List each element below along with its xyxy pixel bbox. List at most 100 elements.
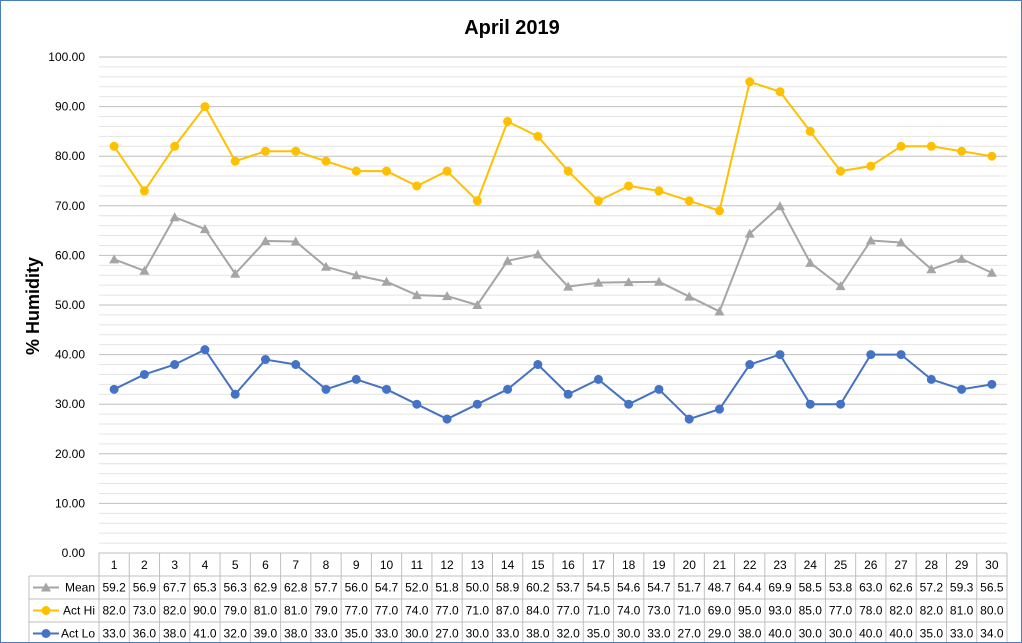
data-point: [351, 166, 361, 176]
data-table-cell: 33.0: [102, 627, 126, 641]
data-table-cell: 33.0: [647, 627, 671, 641]
data-point: [382, 166, 392, 176]
data-point: [321, 156, 331, 166]
x-tick-label: 9: [353, 558, 360, 572]
data-table-cell: 33.0: [496, 627, 520, 641]
x-tick-label: 28: [925, 558, 939, 572]
data-table-cell: 32.0: [556, 627, 580, 641]
data-table-cell: 93.0: [768, 604, 792, 618]
gridlines: [99, 56, 1007, 554]
data-point: [533, 360, 543, 370]
data-table-cell: 95.0: [738, 604, 762, 618]
data-table-cell: 56.9: [133, 581, 157, 595]
data-point: [805, 399, 815, 409]
data-point: [503, 384, 513, 394]
data-table-cell: 41.0: [193, 627, 217, 641]
chart-title: April 2019: [464, 17, 560, 39]
y-tick-label: 30.00: [55, 397, 85, 411]
data-point: [291, 146, 301, 156]
data-point: [563, 281, 574, 291]
x-tick-label: 25: [834, 558, 848, 572]
data-point: [502, 255, 513, 265]
data-table-cell: 30.0: [405, 627, 429, 641]
data-point: [987, 379, 997, 389]
y-axis-label: % Humidity: [23, 257, 43, 355]
data-table-cell: 57.7: [314, 581, 338, 595]
x-tick-label: 17: [592, 558, 606, 572]
data-point: [714, 306, 725, 316]
data-point: [260, 355, 270, 365]
data-table-cell: 35.0: [345, 627, 369, 641]
data-table-cell: 82.0: [889, 604, 913, 618]
data-point: [653, 276, 664, 286]
y-tick-label: 40.00: [55, 348, 85, 362]
x-tick-label: 21: [713, 558, 727, 572]
data-point: [926, 141, 936, 151]
x-tick-label: 30: [985, 558, 999, 572]
data-table-cell: 40.0: [859, 627, 883, 641]
data-point: [321, 261, 331, 271]
data-point: [956, 253, 967, 263]
data-point: [109, 254, 120, 264]
data-table-cell: 27.0: [678, 627, 702, 641]
data-table-cell: 62.9: [254, 581, 278, 595]
data-table-cell: 90.0: [193, 604, 217, 618]
y-tick-label: 0.00: [62, 546, 86, 560]
data-point: [654, 384, 664, 394]
data-table-cell: 82.0: [102, 604, 126, 618]
data-table-cell: 56.5: [980, 581, 1004, 595]
data-table-cell: 82.0: [920, 604, 944, 618]
data-table-cell: 54.7: [647, 581, 671, 595]
data-point: [624, 399, 634, 409]
data-point: [381, 276, 392, 286]
data-table-cell: 60.2: [526, 581, 550, 595]
data-point: [230, 389, 240, 399]
x-tick-label: 12: [440, 558, 454, 572]
data-point: [896, 141, 906, 151]
data-table-cell: 40.0: [768, 627, 792, 641]
data-table-cell: 74.0: [405, 604, 429, 618]
data-table-cell: 87.0: [496, 604, 520, 618]
data-point: [412, 181, 422, 191]
data-point: [805, 126, 815, 136]
data-table-cell: 54.6: [617, 581, 641, 595]
data-point: [835, 281, 846, 291]
legend-label: Mean: [65, 581, 95, 595]
data-table-cell: 54.7: [375, 581, 399, 595]
data-table-cell: 50.0: [466, 581, 490, 595]
x-tick-label: 7: [292, 558, 299, 572]
x-tick-label: 8: [323, 558, 330, 572]
data-table-cell: 30.0: [466, 627, 490, 641]
data-table-cell: 64.4: [738, 581, 762, 595]
data-table-cell: 56.0: [345, 581, 369, 595]
data-point: [775, 350, 785, 360]
data-table-cell: 33.0: [950, 627, 974, 641]
data-table-cell: 59.3: [950, 581, 974, 595]
data-point: [805, 257, 816, 267]
data-point: [472, 300, 483, 309]
data-point: [351, 270, 362, 280]
data-table-cell: 69.0: [708, 604, 732, 618]
data-point: [170, 141, 180, 151]
legend-label: Act Hi: [63, 604, 95, 618]
data-table-cell: 77.0: [345, 604, 369, 618]
x-tick-label: 10: [380, 558, 394, 572]
data-point: [412, 399, 422, 409]
data-table-cell: 57.2: [920, 581, 944, 595]
data-table-cell: 74.0: [617, 604, 641, 618]
x-tick-label: 22: [743, 558, 757, 572]
data-table-cell: 71.0: [466, 604, 490, 618]
data-point: [230, 156, 240, 166]
data-point: [200, 102, 210, 112]
data-table-cell: 65.3: [193, 581, 217, 595]
data-point: [169, 212, 180, 222]
x-tick-label: 6: [262, 558, 269, 572]
data-table-cell: 59.2: [102, 581, 126, 595]
data-table-cell: 36.0: [133, 627, 157, 641]
x-tick-label: 19: [652, 558, 666, 572]
data-table-cell: 53.8: [829, 581, 853, 595]
legend-marker: [41, 582, 51, 592]
data-point: [866, 350, 876, 360]
data-table-cell: 35.0: [920, 627, 944, 641]
